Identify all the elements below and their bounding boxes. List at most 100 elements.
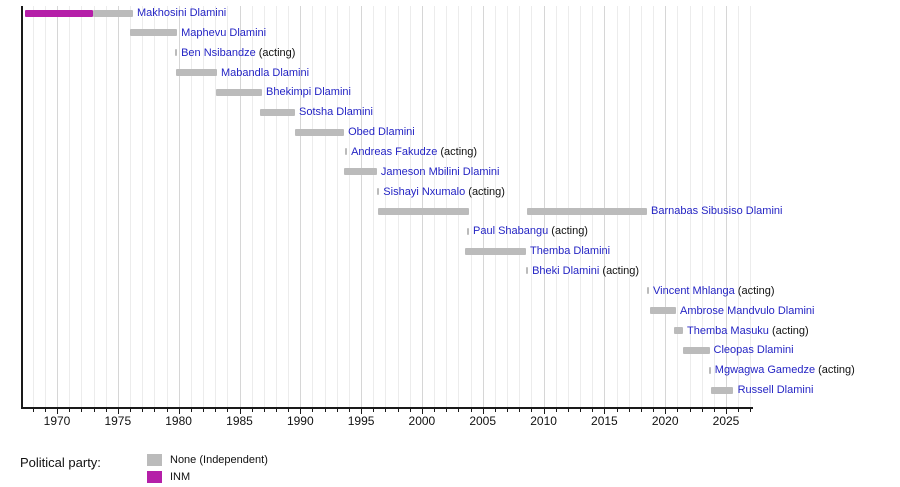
x-axis-tick-label: 2020 (651, 414, 679, 428)
gridline (361, 6, 363, 407)
timeline-bar-segment (344, 168, 377, 176)
person-link-label[interactable]: Cleopas Dlamini (713, 344, 794, 357)
person-link-label[interactable]: Makhosini Dlamini (137, 7, 227, 19)
person-link-label[interactable]: Sotsha Dlamini (299, 106, 373, 119)
timeline-row-label: Sotsha Dlamini (299, 105, 373, 119)
x-axis-tick (738, 409, 740, 412)
x-axis-tick (494, 409, 496, 412)
person-link-label[interactable]: Andreas Fakudze (351, 145, 438, 158)
timeline-row-label: Andreas Fakudze (acting) (351, 145, 477, 159)
gridline (628, 6, 630, 407)
gridline (178, 6, 180, 407)
x-axis-tick (373, 409, 375, 412)
x-axis-tick (470, 409, 472, 412)
gridline (665, 6, 667, 407)
gridline (677, 6, 679, 407)
x-axis-tick-label: 2000 (408, 414, 436, 428)
x-axis-tick (227, 409, 229, 412)
person-link-label[interactable]: Barnabas Sibusiso Dlamini (651, 205, 783, 218)
x-axis-tick (239, 409, 241, 414)
person-link-label[interactable]: Russell Dlamini (737, 384, 814, 396)
x-axis-tick (215, 409, 217, 412)
timeline-row-label: Themba Masuku (acting) (687, 324, 809, 338)
gridline (726, 6, 727, 407)
person-link-label[interactable]: Paul Shabangu (473, 225, 549, 238)
timeline-row-label: Sishayi Nxumalo (acting) (383, 185, 505, 199)
x-axis-tick (385, 409, 387, 412)
person-link-label[interactable]: Mgwagwa Gamedze (714, 364, 816, 377)
person-link-label[interactable]: Vincent Mhlanga (653, 284, 735, 297)
x-axis-line (21, 407, 753, 409)
x-axis-tick (312, 409, 314, 412)
timeline-bar-segment (683, 346, 710, 354)
timeline-bar-segment (345, 148, 348, 156)
timeline-row-label: Barnabas Sibusiso Dlamini (651, 204, 782, 218)
timeline-bar-segment (465, 247, 527, 255)
x-axis-tick (482, 409, 484, 414)
x-axis-tick (628, 409, 630, 412)
person-link-label[interactable]: Maphevu Dlamini (181, 26, 267, 39)
gridline (81, 6, 83, 407)
gridline (251, 6, 253, 407)
timeline-row-label: Bhekimpi Dlamini (266, 85, 351, 99)
gridline (482, 6, 484, 407)
timeline-bar-segment (378, 207, 469, 215)
person-link-label[interactable]: Ben Nsibandze (181, 46, 256, 59)
x-axis-tick (93, 409, 95, 412)
x-axis-tick (57, 409, 58, 414)
x-axis-tick (397, 409, 399, 412)
person-link-label[interactable]: Mabandla Dlamini (221, 66, 310, 79)
gridline (312, 6, 314, 407)
timeline-row-label: Russell Dlamini (738, 383, 814, 397)
person-link-label[interactable]: Sishayi Nxumalo (383, 185, 466, 198)
gridline (604, 6, 606, 407)
gridline (494, 6, 496, 407)
x-axis-tick (300, 409, 302, 414)
gridline (373, 6, 375, 407)
gridline (239, 6, 241, 407)
timeline-row-label: Makhosini Dlamini (137, 6, 226, 20)
x-axis-tick (251, 409, 253, 412)
gridline (580, 6, 582, 407)
timeline-bar-segment (216, 88, 262, 96)
person-link-label[interactable]: Themba Dlamini (530, 245, 611, 258)
person-link-label[interactable]: Bhekimpi Dlamini (266, 86, 351, 99)
person-link-label[interactable]: Bheki Dlamini (532, 264, 600, 277)
x-axis-tick (142, 409, 144, 412)
x-axis-tick (288, 409, 290, 412)
x-axis-tick (653, 409, 654, 412)
x-axis-tick (361, 409, 363, 414)
gridline (93, 6, 95, 407)
acting-suffix-label: (acting) (734, 284, 775, 297)
gridline (640, 6, 642, 407)
x-axis-tick-label: 1985 (226, 414, 253, 428)
gridline (117, 6, 119, 407)
x-axis-tick (434, 409, 436, 412)
x-axis-tick (190, 409, 192, 412)
gridline (713, 6, 715, 407)
timeline-bar-segment (647, 287, 650, 295)
gridline (434, 6, 436, 407)
person-link-label[interactable]: Themba Masuku (687, 324, 769, 337)
gridline (543, 6, 545, 407)
gridline (446, 6, 448, 407)
x-axis-tick (336, 409, 338, 412)
timeline-row-label: Bheki Dlamini (acting) (532, 264, 639, 278)
gridline (263, 6, 265, 407)
person-link-label[interactable]: Ambrose Mandvulo Dlamini (680, 304, 815, 317)
person-link-label[interactable]: Obed Dlamini (348, 126, 415, 139)
gridline (130, 6, 131, 407)
gridline (32, 6, 34, 407)
timeline-bar-segment (527, 207, 647, 215)
gridline (421, 6, 423, 407)
timeline-row-label: Vincent Mhlanga (acting) (653, 284, 775, 298)
gridline (701, 6, 703, 407)
person-link-label[interactable]: Jameson Mbilini Dlamini (380, 165, 500, 178)
x-axis-tick (689, 409, 691, 412)
x-axis-tick (44, 409, 46, 412)
timeline-row-label: Obed Dlamini (348, 125, 415, 139)
gridline (142, 6, 144, 407)
acting-suffix-label: (acting) (548, 225, 588, 238)
gridline (689, 6, 691, 407)
gridline (738, 6, 740, 407)
